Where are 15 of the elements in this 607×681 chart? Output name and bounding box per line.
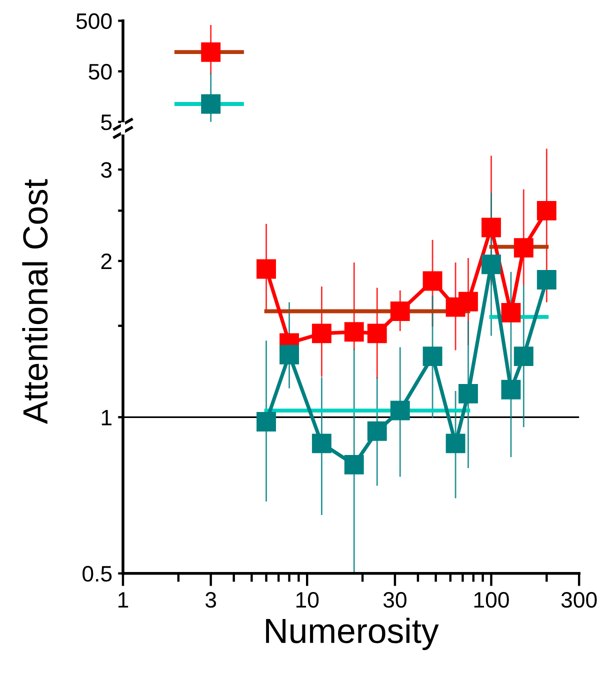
y-tick-label: 2 — [101, 253, 112, 270]
x-tick-label: 3 — [205, 592, 216, 608]
y-tick-label: 1 — [102, 410, 112, 426]
x-tick-label: 30 — [383, 592, 406, 608]
y-tick-label: 3 — [101, 162, 112, 178]
x-tick-label: 100 — [474, 592, 509, 608]
y-tick-label: 50 — [88, 64, 112, 80]
x-tick-label: 300 — [561, 592, 597, 608]
y-axis-title: Attentional Cost — [22, 179, 48, 424]
y-tick-label: 5 — [101, 114, 112, 130]
x-axis-title: Numerosity — [266, 618, 439, 650]
x-tick-label: 1 — [118, 592, 128, 608]
x-tick-label: 10 — [296, 592, 319, 608]
y-tick-label: 500 — [76, 13, 112, 30]
y-tick-label: 0.5 — [82, 566, 112, 582]
